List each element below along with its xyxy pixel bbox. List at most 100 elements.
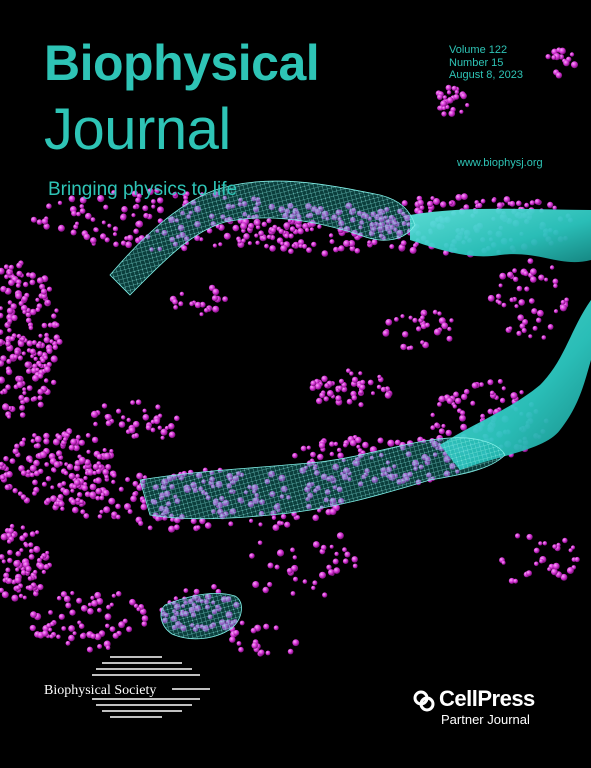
particle <box>64 462 69 467</box>
particle <box>438 395 446 403</box>
particle <box>28 554 35 560</box>
particle <box>255 224 261 230</box>
particle <box>536 317 542 323</box>
particle <box>73 444 80 452</box>
particle <box>461 193 468 201</box>
particle <box>106 604 111 610</box>
particle <box>499 397 506 404</box>
particle <box>319 392 326 399</box>
particle <box>463 388 470 395</box>
particle <box>274 564 280 570</box>
particle <box>250 627 257 634</box>
particle <box>14 576 22 584</box>
particle <box>553 309 559 314</box>
particle <box>95 488 102 495</box>
particle <box>113 241 119 248</box>
particle <box>29 624 36 632</box>
particle <box>560 299 566 305</box>
particle <box>62 437 68 442</box>
particle <box>377 374 382 379</box>
particle <box>61 481 67 486</box>
particle <box>79 204 85 209</box>
particle <box>6 539 12 544</box>
particle <box>58 613 65 620</box>
particle <box>133 228 139 235</box>
particle <box>38 363 43 368</box>
particle <box>125 477 131 483</box>
particle <box>17 355 23 361</box>
particle <box>22 532 29 538</box>
particle <box>16 381 24 389</box>
particle <box>183 588 189 593</box>
particle <box>12 448 19 455</box>
particle <box>459 414 466 422</box>
particle <box>292 639 300 647</box>
particle <box>326 564 332 570</box>
particle <box>40 358 46 363</box>
particle <box>544 277 549 282</box>
particle <box>50 495 57 502</box>
particle <box>29 308 37 316</box>
particle <box>329 451 335 457</box>
particle <box>79 196 87 204</box>
particle <box>83 475 88 481</box>
particle <box>57 482 63 489</box>
particle <box>333 567 341 574</box>
particle <box>323 396 329 402</box>
particle <box>453 94 460 100</box>
particle <box>56 634 61 640</box>
particle <box>132 491 138 497</box>
particle <box>60 591 67 598</box>
particle <box>371 391 375 396</box>
particle <box>280 241 285 246</box>
particle <box>258 649 265 656</box>
particle <box>222 296 229 302</box>
particle <box>571 61 578 69</box>
particle <box>311 241 317 248</box>
particle <box>72 506 79 514</box>
particle <box>441 111 447 117</box>
particle <box>416 326 422 332</box>
particle <box>454 397 462 405</box>
particle <box>138 520 144 527</box>
particle <box>126 626 133 633</box>
particle <box>26 385 33 391</box>
particle <box>329 544 334 549</box>
particle <box>212 305 220 313</box>
particle <box>78 439 85 446</box>
particle <box>43 378 49 383</box>
particle <box>445 104 450 110</box>
particle <box>445 429 452 437</box>
particle <box>39 283 46 290</box>
particle <box>510 392 518 400</box>
particle <box>29 531 36 537</box>
particle <box>172 299 179 305</box>
journal-url[interactable]: www.biophysj.org <box>457 157 543 169</box>
particle <box>56 450 63 457</box>
particle <box>542 541 548 546</box>
particle <box>8 264 14 270</box>
particle <box>288 233 294 239</box>
particle <box>131 190 139 197</box>
particle <box>0 338 4 345</box>
particle <box>437 94 443 100</box>
particle <box>80 509 86 515</box>
particle <box>170 517 175 522</box>
particle <box>342 558 349 564</box>
particle <box>4 274 9 280</box>
particle <box>41 322 48 329</box>
particle <box>36 277 44 284</box>
particle <box>194 235 201 242</box>
particle <box>86 468 94 476</box>
particle <box>51 379 57 386</box>
particle <box>38 333 43 338</box>
particle <box>524 202 529 208</box>
particle <box>28 542 34 548</box>
particle <box>480 413 485 419</box>
particle <box>173 596 179 601</box>
particle <box>46 203 52 209</box>
particle <box>351 376 359 383</box>
partner-logo: CellPress Partner Journal <box>413 688 553 732</box>
cellpress-logo-icon <box>413 690 435 712</box>
particle <box>89 483 97 491</box>
